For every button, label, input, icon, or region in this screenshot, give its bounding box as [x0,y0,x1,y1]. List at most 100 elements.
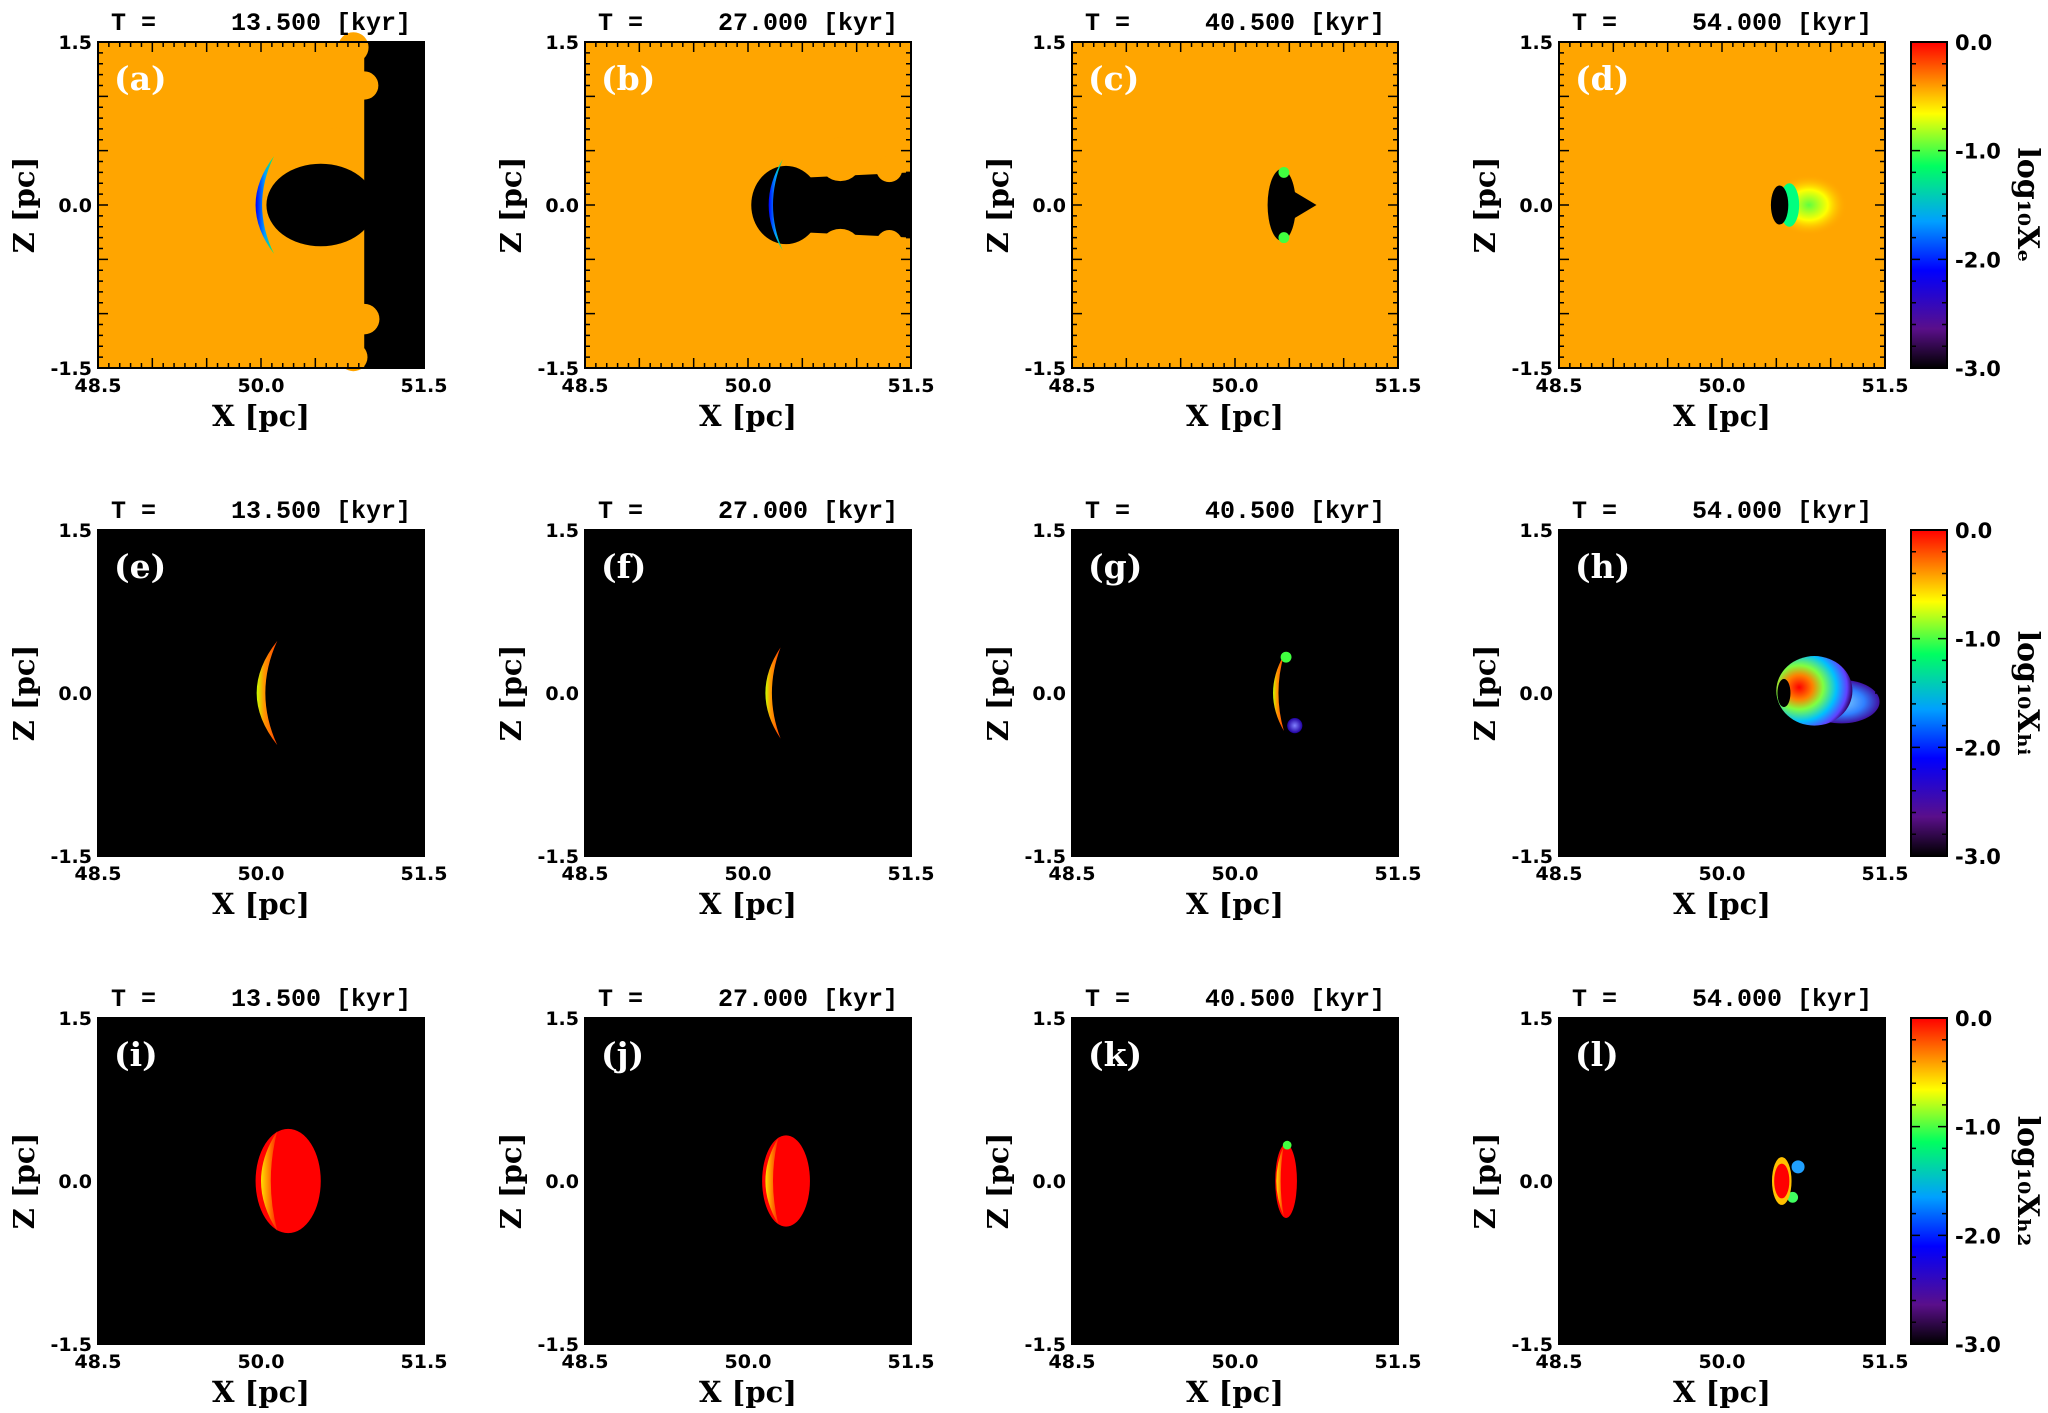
cloud-edge [765,1137,779,1225]
y-tick-label: 1.5 [1519,32,1553,54]
hi-shell [765,647,781,739]
ionization-front [768,159,783,251]
ionization-front [255,156,275,254]
ionized-lobe [876,156,903,183]
plot-frame [97,1017,425,1345]
panel-label: (c) [1088,59,1139,98]
x-tick-label: 48.5 [1049,375,1096,397]
neutral-globule [1267,169,1296,241]
background-region [585,1018,911,1344]
x-tick-label: 48.5 [75,375,122,397]
panel-title: T = 13.500 [kyr] [111,497,411,526]
hi-shell [1273,654,1284,732]
panel-k: (k) T = 40.500 [kyr] 48.5 50.0 51.5 1.5 0.0 -1.… [981,985,1421,1409]
x-tick-label: 51.5 [1862,1351,1909,1373]
y-tick-label: 0.0 [58,195,92,217]
panel-e: (e) T = 13.500 [kyr] 48.5 50.0 51.5 1.5 0.0 -1.… [7,497,447,921]
x-tick-label: 48.5 [1049,1351,1096,1373]
panel-title: T = 54.000 [kyr] [1572,985,1872,1014]
x-tick-label: 51.5 [1862,375,1909,397]
panel-title: T = 54.000 [kyr] [1572,9,1872,38]
panel-label: (a) [114,59,167,98]
panel-a: (a) T = 13.500 [kyr] 48.5 50.0 51.5 1.5 0.0 -1.… [7,9,447,433]
y-tick-label: 1.5 [1032,520,1066,542]
y-tick-label: -1.5 [1511,846,1553,868]
ionized-lobe [349,303,380,335]
panel-title: T = 13.500 [kyr] [111,985,411,1014]
y-tick-label: 0.0 [1519,1171,1553,1193]
y-tick-label: 0.0 [1032,1171,1066,1193]
colorbar-tick-label: -2.0 [1955,736,2001,760]
neutral-tail [802,172,911,238]
plot-frame [1558,41,1886,369]
x-axis-label: X [pc] [1186,1375,1284,1409]
panels-layer: (a) T = 13.500 [kyr] 48.5 50.0 51.5 1.5 0.0 -1.… [7,9,2045,1409]
panel-g: (g) T = 40.500 [kyr] 48.5 50.0 51.5 1.5 0.0 -1.… [981,497,1421,921]
x-axis-label: X [pc] [1186,887,1284,921]
y-axis-label: Z [pc] [1468,645,1502,742]
y-tick-label: 0.0 [545,195,579,217]
y-tick-label: 1.5 [1032,1008,1066,1030]
x-axis-label: X [pc] [212,1375,310,1409]
panel-f: (f) T = 27.000 [kyr] 48.5 50.0 51.5 1.5 0.0 -1.… [494,497,934,921]
x-tick-label: 48.5 [1536,863,1583,885]
y-axis-label: Z [pc] [7,1133,41,1230]
ionization-front [1278,166,1290,178]
colorbar [1910,1017,1948,1345]
y-tick-label: 1.5 [58,520,92,542]
panel-title: T = 13.500 [kyr] [111,9,411,38]
colorbar-label: log₁₀Xₑ [2010,147,2045,262]
panel-label: (h) [1575,547,1630,586]
x-axis-label: X [pc] [1673,399,1771,433]
x-tick-label: 48.5 [1049,863,1096,885]
panel-label: (f) [601,547,646,586]
panel-title: T = 27.000 [kyr] [598,497,898,526]
y-axis-label: Z [pc] [7,157,41,254]
colorbar [1910,41,1948,369]
panel-title: T = 27.000 [kyr] [598,9,898,38]
x-axis-label: X [pc] [699,887,797,921]
panel-label: (j) [601,1035,644,1074]
background-region [1072,1018,1398,1344]
molecular-core [1774,1163,1790,1199]
colorbar-tick-label: 0.0 [1955,519,1992,543]
x-tick-label: 50.0 [725,863,772,885]
x-tick-label: 50.0 [725,1351,772,1373]
x-axis-label: X [pc] [212,399,310,433]
plot-frame [97,529,425,857]
colorbar-ticks [1911,1017,1947,1345]
panel-label: (g) [1088,547,1142,586]
y-tick-label: 0.0 [58,683,92,705]
panel-title: T = 40.500 [kyr] [1085,985,1385,1014]
x-tick-label: 51.5 [401,1351,448,1373]
y-tick-label: 1.5 [1519,520,1553,542]
x-tick-label: 48.5 [1536,375,1583,397]
x-axis-label: X [pc] [699,1375,797,1409]
x-tick-label: 48.5 [1536,1351,1583,1373]
hi-clump [1287,717,1303,734]
colorbar-ticks [1911,529,1947,857]
background-region [1559,1018,1885,1344]
y-axis-label: Z [pc] [1468,157,1502,254]
colorbar-tick-label: -1.0 [1955,628,2001,652]
y-tick-label: -1.5 [1024,358,1066,380]
hi-shell [256,640,278,746]
colorbar-tick-label: -1.0 [1955,140,2001,164]
cloud-edge [1276,1145,1284,1217]
x-axis-label: X [pc] [699,399,797,433]
panel-b: (b) T = 27.000 [kyr] 48.5 50.0 51.5 1.5 0.0 -1.… [494,9,934,433]
hi-photoevaporation-flow [1776,656,1853,726]
ionization-front [1278,232,1290,244]
x-tick-label: 50.0 [1699,1351,1746,1373]
plot-frame [584,41,912,369]
cloud-clump [1282,1140,1292,1150]
y-tick-label: -1.5 [1511,358,1553,380]
panel-label: (b) [601,59,655,98]
x-tick-label: 50.0 [1699,375,1746,397]
x-axis-label: X [pc] [1186,399,1284,433]
neutral-tail [1289,188,1317,222]
plot-frame [584,529,912,857]
y-tick-label: 1.5 [545,32,579,54]
x-tick-label: 50.0 [725,375,772,397]
x-tick-label: 48.5 [562,1351,609,1373]
